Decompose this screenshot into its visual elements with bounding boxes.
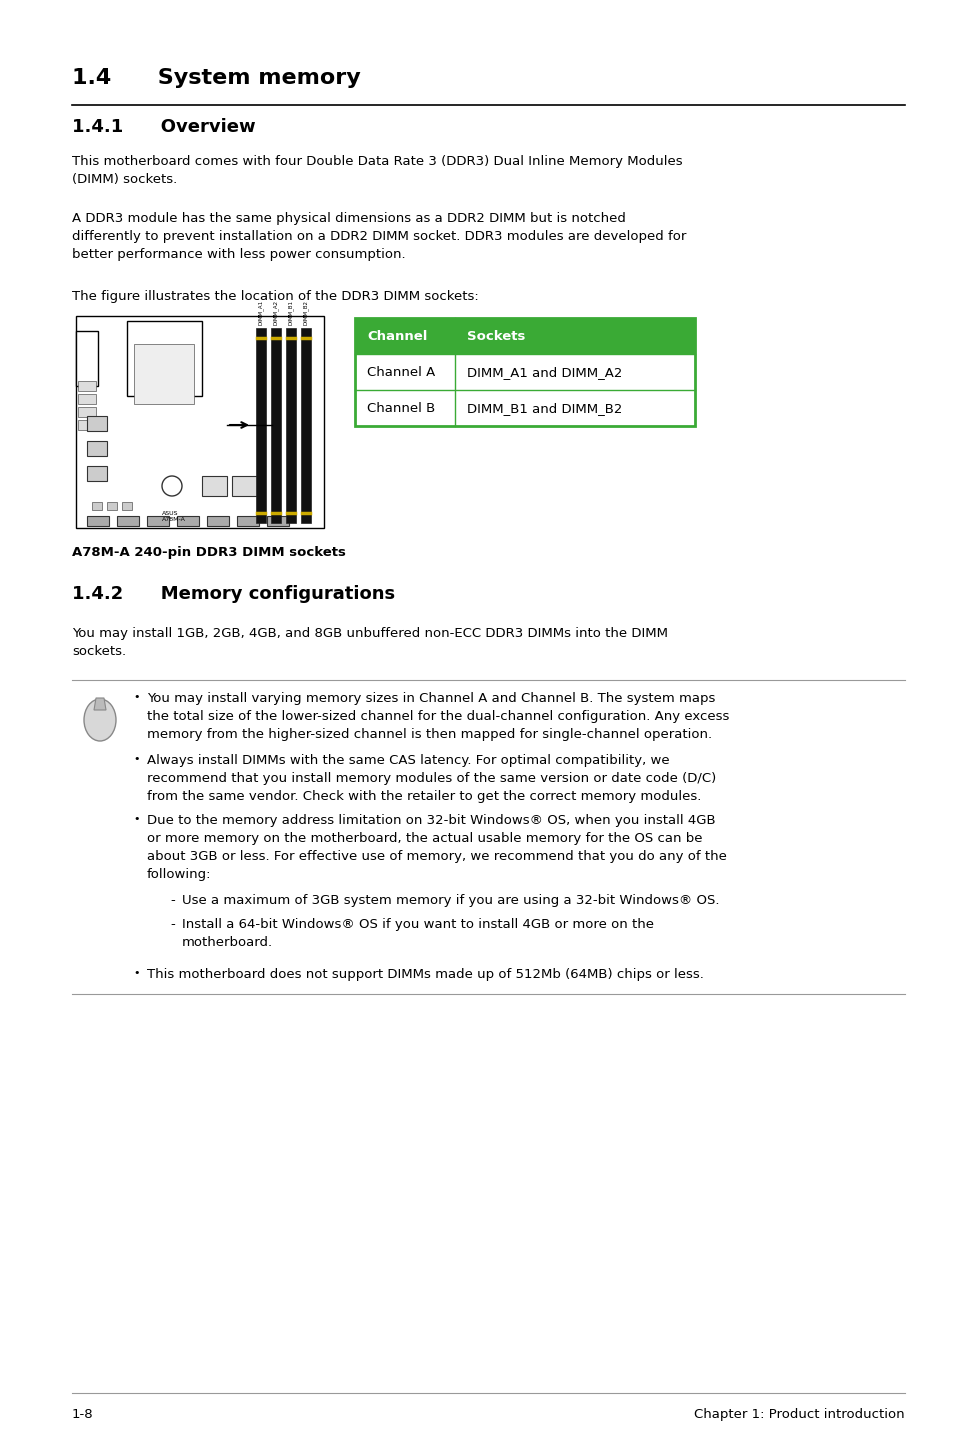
Text: This motherboard comes with four Double Data Rate 3 (DDR3) Dual Inline Memory Mo: This motherboard comes with four Double … <box>71 155 682 186</box>
Bar <box>91 502 102 510</box>
Bar <box>271 328 281 523</box>
Bar <box>236 516 258 526</box>
Polygon shape <box>94 697 106 710</box>
Text: 1.4.1      Overview: 1.4.1 Overview <box>71 118 255 137</box>
Text: -: - <box>170 894 174 907</box>
Bar <box>355 318 695 354</box>
Text: The figure illustrates the location of the DDR3 DIMM sockets:: The figure illustrates the location of t… <box>71 290 478 303</box>
Text: You may install 1GB, 2GB, 4GB, and 8GB unbuffered non-ECC DDR3 DIMMs into the DI: You may install 1GB, 2GB, 4GB, and 8GB u… <box>71 627 667 659</box>
Bar <box>76 316 324 528</box>
Text: Due to the memory address limitation on 32-bit Windows® OS, when you install 4GB: Due to the memory address limitation on … <box>147 814 726 881</box>
Bar <box>207 516 229 526</box>
Text: Always install DIMMs with the same CAS latency. For optimal compatibility, we
re: Always install DIMMs with the same CAS l… <box>147 754 716 802</box>
Text: •: • <box>132 968 139 978</box>
Text: DIMM_B1 and DIMM_B2: DIMM_B1 and DIMM_B2 <box>467 403 621 416</box>
Bar <box>78 381 96 391</box>
Text: Use a maximum of 3GB system memory if you are using a 32-bit Windows® OS.: Use a maximum of 3GB system memory if yo… <box>182 894 719 907</box>
Text: Chapter 1: Product introduction: Chapter 1: Product introduction <box>694 1408 904 1421</box>
Bar <box>127 321 202 395</box>
Bar <box>78 420 96 430</box>
Bar <box>286 328 295 523</box>
Text: DIMM_A2: DIMM_A2 <box>273 301 278 325</box>
Text: DIMM_B2: DIMM_B2 <box>303 301 309 325</box>
Ellipse shape <box>84 699 116 741</box>
Bar <box>232 476 256 496</box>
Bar <box>87 516 109 526</box>
Text: •: • <box>132 814 139 824</box>
Bar <box>78 407 96 417</box>
Text: Install a 64-bit Windows® OS if you want to install 4GB or more on the
motherboa: Install a 64-bit Windows® OS if you want… <box>182 917 654 949</box>
Bar <box>117 516 139 526</box>
Text: DIMM_A1: DIMM_A1 <box>258 301 264 325</box>
Bar <box>87 466 107 480</box>
Text: Channel: Channel <box>367 331 427 344</box>
Text: ASUS
A78M-A: ASUS A78M-A <box>162 510 186 522</box>
Text: A DDR3 module has the same physical dimensions as a DDR2 DIMM but is notched
dif: A DDR3 module has the same physical dime… <box>71 211 685 262</box>
Text: This motherboard does not support DIMMs made up of 512Mb (64MB) chips or less.: This motherboard does not support DIMMs … <box>147 968 703 981</box>
Ellipse shape <box>162 476 182 496</box>
Bar <box>255 328 266 523</box>
Text: Channel B: Channel B <box>367 403 435 416</box>
Bar <box>177 516 199 526</box>
Text: 1.4.2      Memory configurations: 1.4.2 Memory configurations <box>71 585 395 603</box>
Text: Sockets: Sockets <box>467 331 525 344</box>
Text: 1.4      System memory: 1.4 System memory <box>71 68 360 88</box>
Text: -: - <box>170 917 174 930</box>
Bar <box>87 416 107 431</box>
Text: You may install varying memory sizes in Channel A and Channel B. The system maps: You may install varying memory sizes in … <box>147 692 729 741</box>
Text: Channel A: Channel A <box>367 367 435 380</box>
Text: •: • <box>132 754 139 764</box>
Text: •: • <box>132 692 139 702</box>
Bar <box>107 502 117 510</box>
Bar <box>202 476 227 496</box>
Text: A78M-A 240-pin DDR3 DIMM sockets: A78M-A 240-pin DDR3 DIMM sockets <box>71 546 346 559</box>
Bar <box>267 516 289 526</box>
Text: DIMM_B1: DIMM_B1 <box>288 301 294 325</box>
Bar <box>122 502 132 510</box>
Text: DIMM_A1 and DIMM_A2: DIMM_A1 and DIMM_A2 <box>467 367 621 380</box>
Bar <box>355 318 695 426</box>
Bar <box>301 328 311 523</box>
Bar <box>87 441 107 456</box>
Bar <box>76 331 98 385</box>
Bar <box>133 344 193 404</box>
Text: 1-8: 1-8 <box>71 1408 93 1421</box>
Bar <box>78 394 96 404</box>
Bar <box>147 516 169 526</box>
